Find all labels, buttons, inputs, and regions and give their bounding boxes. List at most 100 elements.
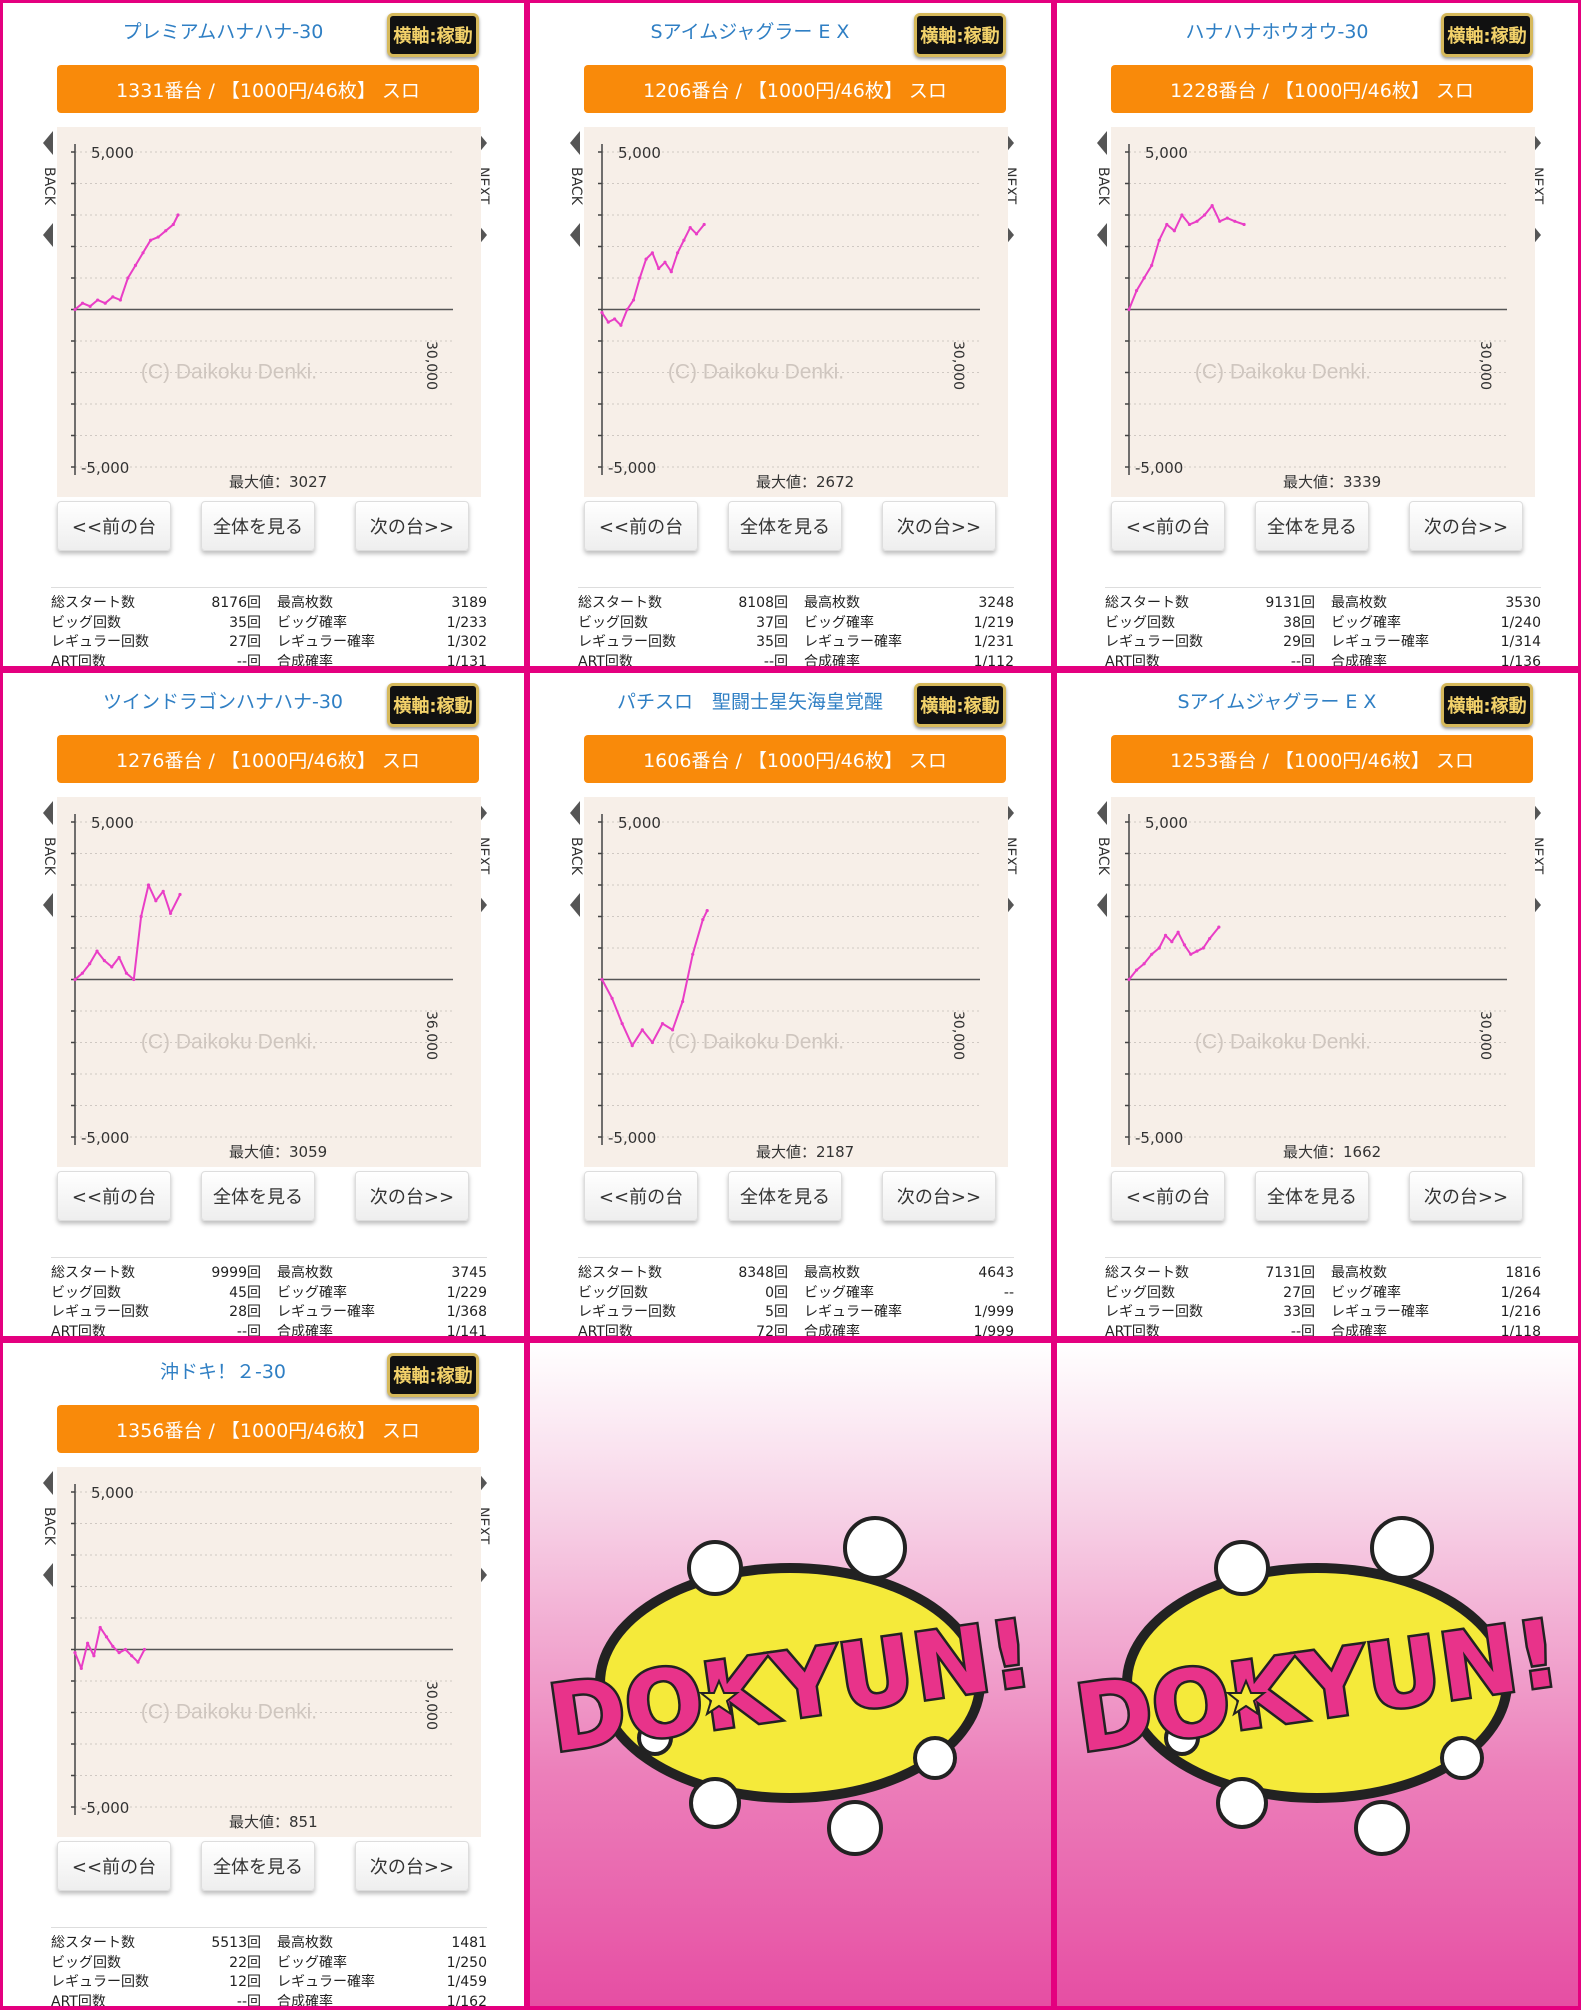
slump-point <box>1150 952 1154 956</box>
back-arrow-icon <box>1097 131 1107 155</box>
machine-title[interactable]: パチスロ 聖闘士星矢海皇覚醒 <box>616 691 883 713</box>
stats-row: ART回数 --回 合成確率 1/131 <box>51 653 487 667</box>
next-machine-button[interactable]: 次の台>> <box>355 501 469 551</box>
stats-row: レギュラー回数 12回 レギュラー確率 1/459 <box>51 1973 487 1993</box>
logo-cloud <box>637 1720 673 1756</box>
slump-point <box>650 251 654 255</box>
slump-point <box>164 229 168 233</box>
view-all-button[interactable]: 全体を見る <box>728 1171 842 1221</box>
stat-label: 最高枚数 <box>277 1265 333 1281</box>
back-nav[interactable]: BACK <box>568 801 586 921</box>
stat-value: --回 <box>236 1993 261 2007</box>
view-all-button[interactable]: 全体を見る <box>1255 1171 1369 1221</box>
slump-graph: (C) Daikoku Denki. 5,000 -5,000 30,000 最大値：1… <box>1111 797 1535 1167</box>
back-nav[interactable]: BACK <box>41 1471 59 1591</box>
next-machine-button[interactable]: 次の台>> <box>1409 1171 1523 1221</box>
next-arrow-icon <box>1531 801 1541 825</box>
view-all-button[interactable]: 全体を見る <box>201 1171 315 1221</box>
prev-machine-button[interactable]: <<前の台 <box>57 1171 171 1221</box>
y-top-label: 5,000 <box>91 814 134 832</box>
machine-title[interactable]: ハナハナホウオウ-30 <box>1185 21 1369 43</box>
stats-row: ビッグ回数 37回 ビッグ確率 1/219 <box>578 614 1014 634</box>
axis-mode-badge[interactable]: 横軸:稼動 <box>914 13 1006 57</box>
back-arrow-icon <box>1097 223 1107 247</box>
axis-mode-badge[interactable]: 横軸:稼動 <box>1441 683 1533 727</box>
next-nav[interactable]: NEXT <box>1529 131 1547 251</box>
stat-label: ビッグ回数 <box>578 614 648 631</box>
back-nav[interactable]: BACK <box>1095 801 1113 921</box>
slump-point <box>644 257 648 261</box>
slump-point <box>1180 213 1184 217</box>
back-nav[interactable]: BACK <box>568 131 586 251</box>
x-max-label: 30,000 <box>950 1011 966 1060</box>
stat-value: 4643 <box>978 1265 1014 1281</box>
stat-label: ART回数 <box>51 653 106 667</box>
axis-mode-badge[interactable]: 横軸:稼動 <box>1441 13 1533 57</box>
slump-point <box>118 298 122 302</box>
view-all-button[interactable]: 全体を見る <box>1255 501 1369 551</box>
stats-table: 総スタート数 7131回 最高枚数 1816 ビッグ回数 27回 ビッグ確率 1/264 レギュ… <box>1105 1257 1541 1336</box>
next-nav[interactable]: NEXT <box>1002 801 1020 921</box>
prev-machine-button[interactable]: <<前の台 <box>57 1841 171 1891</box>
next-nav[interactable]: NEXT <box>1529 801 1547 921</box>
back-nav[interactable]: BACK <box>41 801 59 921</box>
slump-point <box>73 977 77 982</box>
stat-value: --回 <box>763 653 788 667</box>
stat-value: --回 <box>1290 653 1315 667</box>
slump-point <box>80 971 84 975</box>
slump-graph: (C) Daikoku Denki. 5,000 -5,000 36,000 最大値：3… <box>57 797 481 1167</box>
view-all-button[interactable]: 全体を見る <box>728 501 842 551</box>
prev-machine-button[interactable]: <<前の台 <box>57 501 171 551</box>
prev-machine-button[interactable]: <<前の台 <box>1111 1171 1225 1221</box>
next-nav[interactable]: NEXT <box>1002 131 1020 251</box>
slump-point <box>1182 943 1187 947</box>
next-machine-button[interactable]: 次の台>> <box>355 1171 469 1221</box>
y-bottom-label: -5,000 <box>81 1129 129 1147</box>
machine-title[interactable]: ツインドラゴンハナハナ-30 <box>102 691 344 713</box>
dokyun-logo: DOKYUN! <box>1067 1516 1568 1856</box>
back-arrow-icon <box>43 223 53 247</box>
machine-title[interactable]: Sアイムジャグラー E X <box>650 21 850 43</box>
next-nav[interactable]: NEXT <box>475 131 493 251</box>
machine-title[interactable]: プレミアムハナハナ-30 <box>122 21 324 43</box>
chart-background <box>1111 797 1535 1167</box>
axis-mode-badge[interactable]: 横軸:稼動 <box>914 683 1006 727</box>
next-machine-button[interactable]: 次の台>> <box>355 1841 469 1891</box>
next-arrow-icon <box>477 893 487 917</box>
next-machine-button[interactable]: 次の台>> <box>882 501 996 551</box>
axis-mode-badge[interactable]: 横軸:稼動 <box>387 13 479 57</box>
prev-machine-button[interactable]: <<前の台 <box>1111 501 1225 551</box>
axis-mode-badge[interactable]: 横軸:稼動 <box>387 683 479 727</box>
stat-value: 1/231 <box>973 634 1014 650</box>
back-nav[interactable]: BACK <box>1095 131 1113 251</box>
stat-value: 8108回 <box>738 595 788 611</box>
star-icon <box>1225 1678 1267 1717</box>
stat-value: 37回 <box>756 614 788 631</box>
machine-title[interactable]: 沖ドキ！２-30 <box>159 1361 287 1383</box>
stat-label: 総スタート数 <box>1105 1265 1189 1281</box>
machine-title[interactable]: Sアイムジャグラー E X <box>1177 691 1377 713</box>
prev-machine-button[interactable]: <<前の台 <box>584 1171 698 1221</box>
y-bottom-label: -5,000 <box>81 459 129 477</box>
next-nav[interactable]: NEXT <box>475 1471 493 1591</box>
next-nav[interactable]: NEXT <box>475 801 493 921</box>
stat-value: 1481 <box>451 1935 487 1951</box>
prev-machine-button[interactable]: <<前の台 <box>584 501 698 551</box>
stat-label: ART回数 <box>51 1323 106 1337</box>
stat-label: 最高枚数 <box>804 1265 860 1281</box>
stats-table: 総スタート数 8176回 最高枚数 3189 ビッグ回数 35回 ビッグ確率 1/233 レギュ… <box>51 587 487 666</box>
next-machine-button[interactable]: 次の台>> <box>882 1171 996 1221</box>
slump-point <box>1242 222 1246 227</box>
y-top-label: 5,000 <box>618 144 661 162</box>
view-all-button[interactable]: 全体を見る <box>201 501 315 551</box>
stat-value: -- <box>1003 1284 1014 1301</box>
next-machine-button[interactable]: 次の台>> <box>1409 501 1523 551</box>
slump-point <box>625 307 629 312</box>
stats-row: ビッグ回数 45回 ビッグ確率 1/229 <box>51 1284 487 1304</box>
back-nav[interactable]: BACK <box>41 131 59 251</box>
logo-cloud <box>687 1540 743 1596</box>
view-all-button[interactable]: 全体を見る <box>201 1841 315 1891</box>
axis-mode-badge[interactable]: 横軸:稼動 <box>387 1353 479 1397</box>
next-arrow-icon <box>477 223 487 247</box>
logo-cloud <box>1440 1736 1484 1780</box>
